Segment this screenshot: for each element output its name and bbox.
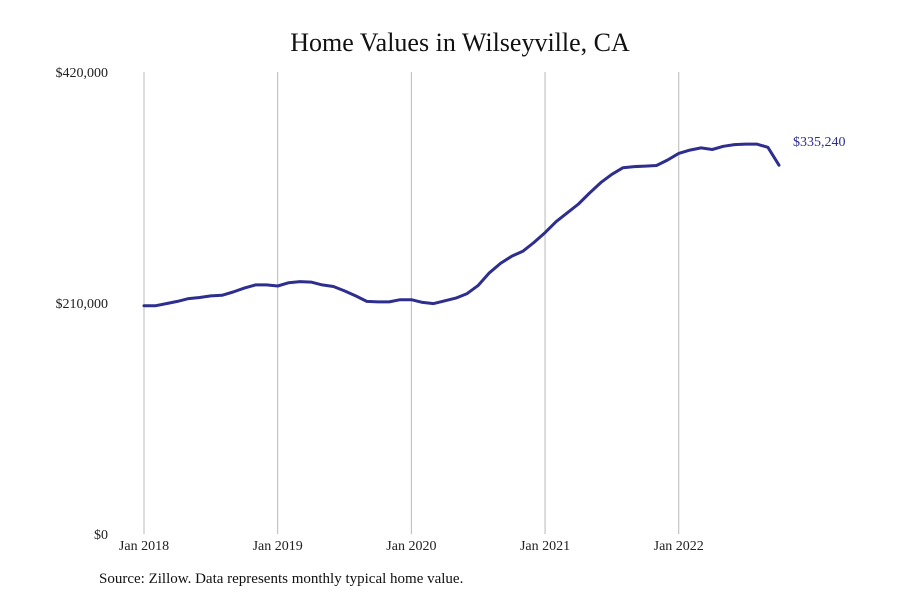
series-line [142,142,781,308]
x-axis: Jan 2018 Jan 2019 Jan 2020 Jan 2021 Jan 2022 [119,539,704,554]
series-end-label: $335,240 [793,135,846,150]
y-tick-label: $210,000 [56,297,109,312]
chart-title: Home Values in Wilseyville, CA [290,28,630,57]
grid-layer [143,72,680,534]
x-tick-label: Jan 2018 [119,539,169,554]
y-tick-label: $420,000 [56,66,109,81]
x-tick-label: Jan 2022 [654,539,704,554]
series-layer: $335,240 [142,135,846,308]
x-tick-label: Jan 2021 [520,539,570,554]
source-note: Source: Zillow. Data represents monthly … [99,571,464,587]
x-tick-label: Jan 2020 [386,539,436,554]
y-tick-label: $0 [94,528,108,543]
x-tick-label: Jan 2019 [253,539,303,554]
y-axis: $0 $210,000 $420,000 [56,66,109,543]
